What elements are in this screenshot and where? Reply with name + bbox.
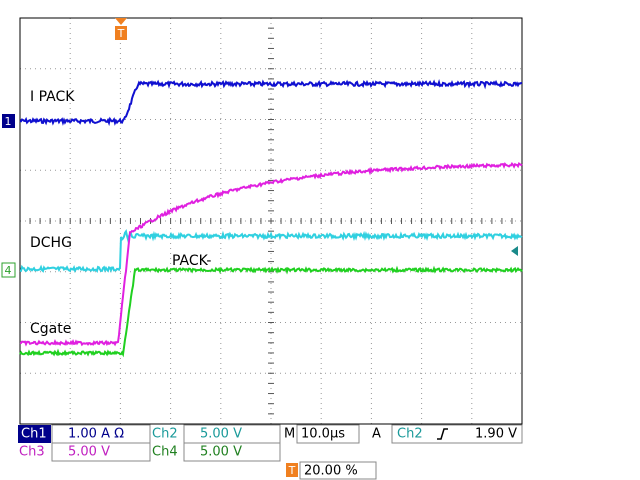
trigger-arrow bbox=[115, 18, 127, 25]
ch4-marker-text: 4 bbox=[5, 264, 12, 277]
trigger-marker-text: T bbox=[117, 27, 125, 40]
graticule-border bbox=[19, 17, 523, 425]
trace-label: I PACK bbox=[30, 89, 75, 105]
waveform bbox=[19, 162, 523, 347]
trigger-level-arrow bbox=[511, 246, 518, 256]
waveform bbox=[19, 265, 523, 358]
status-text: M bbox=[284, 427, 295, 442]
trigger-slope-icon bbox=[437, 428, 448, 440]
trigger-marker bbox=[115, 26, 127, 40]
status-text: 1.90 V bbox=[475, 427, 517, 442]
status-text: Ch4 bbox=[152, 445, 178, 460]
status-text: 1.00 A Ω bbox=[68, 427, 124, 442]
status-text: A bbox=[372, 427, 381, 442]
status-text: Ch2 bbox=[397, 427, 423, 442]
trigger-pos-icon bbox=[286, 463, 298, 477]
ch1-marker-text: 1 bbox=[5, 115, 12, 128]
status-box bbox=[51, 442, 151, 462]
trace-label: DCHG bbox=[30, 235, 72, 251]
ch1-marker bbox=[2, 114, 15, 128]
trace-label: PACK- bbox=[172, 253, 211, 269]
trace-label: Cgate bbox=[30, 321, 71, 337]
status-box bbox=[299, 461, 377, 480]
waveforms bbox=[19, 78, 523, 358]
status-box bbox=[391, 424, 523, 444]
waveform bbox=[19, 78, 523, 127]
status-text: Ch1 bbox=[21, 427, 47, 442]
status-text: T bbox=[288, 464, 296, 477]
waveform bbox=[19, 229, 523, 273]
status-text: 5.00 V bbox=[200, 445, 242, 460]
status-text: 5.00 V bbox=[68, 445, 110, 460]
ch4-marker bbox=[1, 262, 16, 278]
status-text: Ch2 bbox=[152, 427, 178, 442]
status-box bbox=[183, 442, 281, 462]
status-text: Ch3 bbox=[19, 445, 45, 460]
ch1-badge bbox=[18, 425, 51, 443]
status-text: 5.00 V bbox=[200, 427, 242, 442]
status-text: 10.0µs bbox=[301, 427, 345, 442]
status-box bbox=[296, 424, 360, 444]
graticule bbox=[19, 17, 522, 425]
status-text: 20.00 % bbox=[304, 464, 358, 479]
